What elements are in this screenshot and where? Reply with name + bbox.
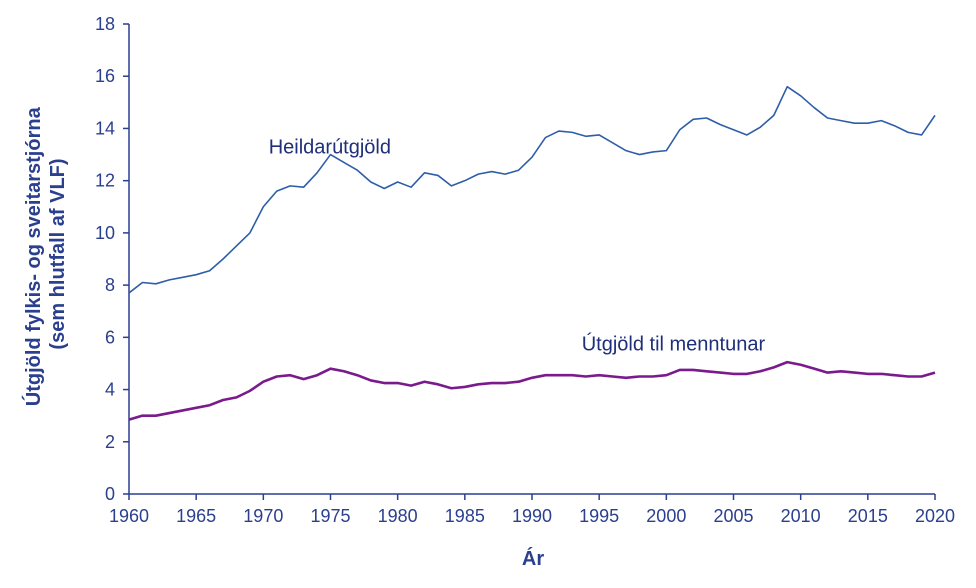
x-tick-label: 1985 [445,506,485,526]
y-tick-label: 12 [95,171,115,191]
x-tick-label: 2015 [848,506,888,526]
series-label-heildarutgjold: Heildarútgjöld [269,136,391,158]
x-tick-label: 1980 [378,506,418,526]
series-line-heildarutgjold [128,85,936,294]
y-tick-label: 4 [105,380,115,400]
x-tick-label: 1995 [579,506,619,526]
x-tick-label: 1965 [176,506,216,526]
y-tick-label: 0 [105,484,115,504]
y-tick-label: 16 [95,66,115,86]
y-axis: 0 2 4 6 8 10 12 14 16 18 [95,14,130,504]
x-tick-label: 2010 [781,506,821,526]
x-tick-label: 1990 [512,506,552,526]
series-label-menntun: Útgjöld til menntunar [582,332,766,355]
x-tick-label: 2020 [915,506,955,526]
y-tick-label: 10 [95,223,115,243]
y-axis-title: Útgjöld fylkis- og sveitarstjórna (sem h… [21,102,69,407]
y-tick-label: 6 [105,327,115,347]
y-axis-title-line1: Útgjöld fylkis- og sveitarstjórna [21,106,45,406]
x-tick-label: 2000 [646,506,686,526]
y-tick-label: 8 [105,275,115,295]
series-labels: Heildarútgjöld Útgjöld til menntunar [269,136,766,355]
y-tick-label: 18 [95,14,115,34]
series-line-menntun [128,360,936,421]
y-tick-label: 2 [105,432,115,452]
series-lines [128,85,936,421]
x-axis-title: Ár [522,547,544,570]
x-tick-label: 1960 [109,506,149,526]
x-tick-label: 1970 [243,506,283,526]
x-tick-label: 2005 [713,506,753,526]
y-tick-label: 14 [95,118,115,138]
y-axis-title-line2: (sem hlutfall af VLF) [47,158,69,349]
x-tick-label: 1975 [310,506,350,526]
x-axis: 1960 1965 1970 1975 1980 1985 1990 1995 2000 2005… [109,493,955,526]
